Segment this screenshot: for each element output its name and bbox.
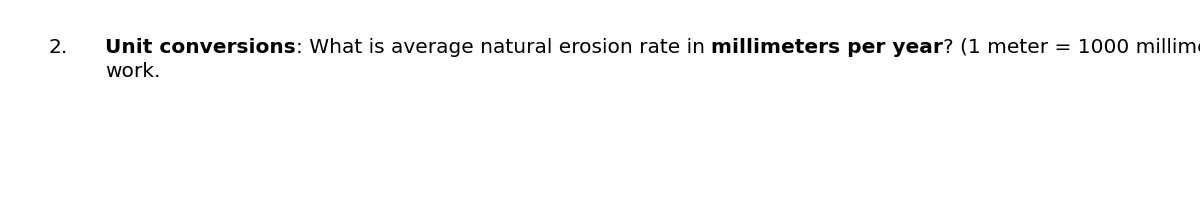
Text: work.: work. [106,62,161,81]
Text: 2.: 2. [48,38,67,57]
Text: Unit conversions: Unit conversions [106,38,295,57]
Text: millimeters per year: millimeters per year [712,38,943,57]
Text: ? (1 meter = 1000 millimeters … show your: ? (1 meter = 1000 millimeters … show you… [943,38,1200,57]
Text: : What is average natural erosion rate in: : What is average natural erosion rate i… [295,38,712,57]
